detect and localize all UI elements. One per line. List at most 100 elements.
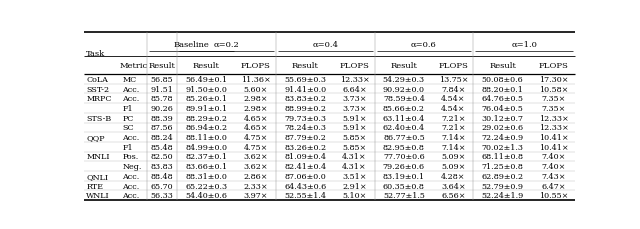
Text: 12.33×: 12.33×: [539, 114, 568, 122]
Text: SC: SC: [122, 124, 134, 132]
Text: 13.75×: 13.75×: [438, 76, 468, 83]
Text: 81.09±0.4: 81.09±0.4: [284, 153, 326, 161]
Text: Metric: Metric: [119, 62, 147, 70]
Text: 6.56×: 6.56×: [441, 191, 465, 199]
Text: 78.59±0.4: 78.59±0.4: [383, 95, 425, 103]
Text: 84.99±0.0: 84.99±0.0: [186, 143, 227, 151]
Text: 2.86×: 2.86×: [243, 172, 268, 180]
Text: 3.64×: 3.64×: [441, 182, 466, 190]
Text: Result: Result: [193, 62, 220, 70]
Text: 3.73×: 3.73×: [342, 104, 367, 112]
Text: 91.50±0.0: 91.50±0.0: [186, 85, 227, 93]
Text: 82.50: 82.50: [150, 153, 173, 161]
Text: 52.79±0.9: 52.79±0.9: [482, 182, 524, 190]
Text: α=1.0: α=1.0: [511, 41, 537, 49]
Text: 54.29±0.3: 54.29±0.3: [383, 76, 425, 83]
Text: Task: Task: [86, 50, 105, 58]
Text: 76.04±0.5: 76.04±0.5: [482, 104, 524, 112]
Text: 87.06±0.0: 87.06±0.0: [284, 172, 326, 180]
Text: 5.09×: 5.09×: [441, 153, 465, 161]
Text: 90.92±0.0: 90.92±0.0: [383, 85, 425, 93]
Text: 88.39: 88.39: [150, 114, 173, 122]
Text: 90.26: 90.26: [150, 104, 173, 112]
Text: 55.69±0.3: 55.69±0.3: [284, 76, 326, 83]
Text: MRPC: MRPC: [86, 95, 112, 103]
Text: 71.25±0.8: 71.25±0.8: [482, 163, 524, 170]
Text: 83.26±0.2: 83.26±0.2: [284, 143, 326, 151]
Text: Neg.: Neg.: [122, 163, 141, 170]
Text: Acc.: Acc.: [122, 172, 140, 180]
Text: CoLA: CoLA: [86, 76, 108, 83]
Text: MNLI: MNLI: [86, 153, 110, 161]
Text: Result: Result: [148, 62, 175, 70]
Text: 4.75×: 4.75×: [244, 143, 268, 151]
Text: Result: Result: [292, 62, 319, 70]
Text: 85.78: 85.78: [151, 95, 173, 103]
Text: 7.40×: 7.40×: [541, 153, 566, 161]
Text: 4.54×: 4.54×: [441, 104, 465, 112]
Text: 2.91×: 2.91×: [342, 182, 367, 190]
Text: 29.02±0.6: 29.02±0.6: [482, 124, 524, 132]
Text: 85.48: 85.48: [150, 143, 173, 151]
Text: 82.95±0.8: 82.95±0.8: [383, 143, 425, 151]
Text: QNLI: QNLI: [86, 172, 108, 180]
Text: 6.47×: 6.47×: [541, 182, 566, 190]
Text: 3.62×: 3.62×: [243, 153, 268, 161]
Text: 85.26±0.1: 85.26±0.1: [186, 95, 227, 103]
Text: 83.83: 83.83: [150, 163, 173, 170]
Text: 79.26±0.6: 79.26±0.6: [383, 163, 425, 170]
Text: 11.36×: 11.36×: [241, 76, 271, 83]
Text: Acc.: Acc.: [122, 95, 140, 103]
Text: 5.60×: 5.60×: [244, 85, 268, 93]
Text: 83.66±0.1: 83.66±0.1: [186, 163, 227, 170]
Text: 7.14×: 7.14×: [441, 134, 465, 142]
Text: 72.24±0.9: 72.24±0.9: [482, 134, 524, 142]
Text: 7.84×: 7.84×: [441, 85, 465, 93]
Text: 87.79±0.2: 87.79±0.2: [284, 134, 326, 142]
Text: 65.70: 65.70: [150, 182, 173, 190]
Text: 86.77±0.5: 86.77±0.5: [383, 134, 425, 142]
Text: 4.65×: 4.65×: [243, 114, 268, 122]
Text: 3.97×: 3.97×: [243, 191, 268, 199]
Text: 91.41±0.0: 91.41±0.0: [284, 85, 326, 93]
Text: Acc.: Acc.: [122, 85, 140, 93]
Text: 63.11±0.4: 63.11±0.4: [383, 114, 425, 122]
Text: 2.98×: 2.98×: [243, 104, 268, 112]
Text: PC: PC: [122, 114, 134, 122]
Text: 3.51×: 3.51×: [342, 172, 367, 180]
Text: Result: Result: [489, 62, 516, 70]
Text: 2.98×: 2.98×: [243, 95, 268, 103]
Text: α=0.6: α=0.6: [411, 41, 437, 49]
Text: 54.40±0.6: 54.40±0.6: [186, 191, 227, 199]
Text: 7.35×: 7.35×: [541, 95, 566, 103]
Text: 88.29±0.2: 88.29±0.2: [186, 114, 227, 122]
Text: 17.30×: 17.30×: [539, 76, 568, 83]
Text: 6.64×: 6.64×: [342, 85, 367, 93]
Text: 4.28×: 4.28×: [441, 172, 465, 180]
Text: FLOPS: FLOPS: [438, 62, 468, 70]
Text: 88.99±0.2: 88.99±0.2: [284, 104, 326, 112]
Text: F1: F1: [122, 104, 133, 112]
Text: STS-B: STS-B: [86, 114, 112, 122]
Text: 89.91±0.1: 89.91±0.1: [186, 104, 227, 112]
Text: 5.91×: 5.91×: [342, 114, 367, 122]
Text: 52.77±1.5: 52.77±1.5: [383, 191, 425, 199]
Text: 5.09×: 5.09×: [441, 163, 465, 170]
Text: 88.48: 88.48: [150, 172, 173, 180]
Text: 52.24±1.9: 52.24±1.9: [481, 191, 524, 199]
Text: 85.66±0.2: 85.66±0.2: [383, 104, 425, 112]
Text: 79.73±0.3: 79.73±0.3: [284, 114, 326, 122]
Text: 10.41×: 10.41×: [539, 134, 568, 142]
Text: 87.56: 87.56: [150, 124, 173, 132]
Text: Baseline: Baseline: [173, 41, 209, 49]
Text: 52.55±1.4: 52.55±1.4: [284, 191, 326, 199]
Text: 88.11±0.0: 88.11±0.0: [186, 134, 227, 142]
Text: 7.43×: 7.43×: [541, 172, 566, 180]
Text: 5.85×: 5.85×: [342, 143, 367, 151]
Text: 70.02±1.3: 70.02±1.3: [482, 143, 524, 151]
Text: 77.70±0.6: 77.70±0.6: [383, 153, 425, 161]
Text: FLOPS: FLOPS: [539, 62, 568, 70]
Text: FLOPS: FLOPS: [241, 62, 271, 70]
Text: 91.51: 91.51: [150, 85, 173, 93]
Text: 4.31×: 4.31×: [342, 153, 367, 161]
